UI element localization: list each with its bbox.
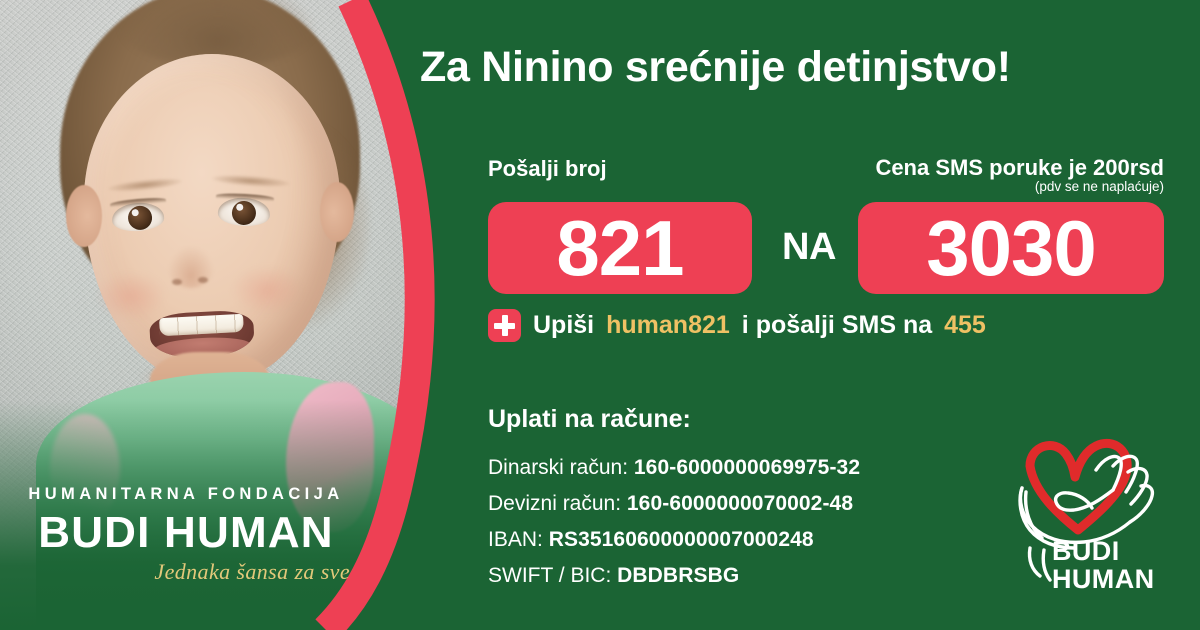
sms-instruction-number: 455 <box>944 311 986 339</box>
account-label: IBAN: <box>488 528 543 551</box>
nostril-left <box>172 279 182 285</box>
accounts-list: Dinarski račun: 160-6000000069975-32 Dev… <box>488 450 1008 594</box>
sms-labels: Pošalji broj Cena SMS poruke je 200rsd (… <box>488 156 1164 200</box>
page-title: Za Ninino srećnije detinjstvo! <box>420 43 1011 91</box>
sms-connector-label: NA <box>782 226 836 268</box>
account-row: Dinarski račun: 160-6000000069975-32 <box>488 450 1008 486</box>
sms-shortcode-badge[interactable]: 3030 <box>858 202 1164 294</box>
foundation-tagline: Jednaka šansa za sve <box>154 558 350 584</box>
account-label: Devizni račun: <box>488 492 622 515</box>
account-label: SWIFT / BIC: <box>488 564 612 587</box>
sms-price-text: Cena SMS poruke je 200rsd <box>875 155 1164 180</box>
account-value: 160-6000000069975-32 <box>633 456 861 479</box>
sms-price-note: (pdv se ne naplaćuje) <box>1034 179 1164 195</box>
send-number-label: Pošalji broj <box>488 156 607 181</box>
heart-in-hand-icon <box>1018 438 1155 582</box>
account-value: DBDBRSBG <box>617 564 740 587</box>
red-cross-icon <box>488 309 521 342</box>
account-row: IBAN: RS35160600000007000248 <box>488 522 1008 558</box>
ear-right <box>320 182 354 242</box>
foundation-name: BUDI HUMAN <box>38 507 334 557</box>
nostril-right <box>198 277 208 283</box>
foundation-branding: HUMANITARNA FONDACIJA BUDI HUMAN Jednaka… <box>0 486 372 585</box>
sms-keyword-badge[interactable]: 821 <box>488 202 752 294</box>
account-value: 160-6000000070002-48 <box>626 492 854 515</box>
account-label: Dinarski račun: <box>488 456 629 479</box>
sms-instruction-middle: i pošalji SMS na <box>741 311 933 339</box>
account-row: Devizni račun: 160-6000000070002-48 <box>488 486 1008 522</box>
teeth <box>159 314 244 336</box>
accounts-title: Uplati na račune: <box>488 405 691 433</box>
iris <box>127 205 153 231</box>
foundation-kicker: HUMANITARNA FONDACIJA <box>28 485 344 503</box>
logo-line-1: BUDI <box>1052 536 1120 566</box>
ear-left <box>66 185 102 247</box>
logo-line-2: HUMAN <box>1052 563 1155 594</box>
iris <box>231 200 256 225</box>
account-row: SWIFT / BIC: DBDBRSBG <box>488 558 1008 594</box>
sms-instruction-keyword: human821 <box>606 311 730 339</box>
cheek-left <box>96 272 166 320</box>
account-value: RS35160600000007000248 <box>548 528 814 551</box>
logo-wordmark: BUDI HUMAN <box>1052 536 1155 594</box>
sms-price-label: Cena SMS poruke je 200rsd (pdv se ne nap… <box>875 156 1164 195</box>
cheek-right <box>232 266 302 314</box>
sms-instruction-prefix: Upiši <box>533 311 595 339</box>
sms-instruction-line: Upiši human821 i pošalji SMS na 455 <box>488 309 986 342</box>
